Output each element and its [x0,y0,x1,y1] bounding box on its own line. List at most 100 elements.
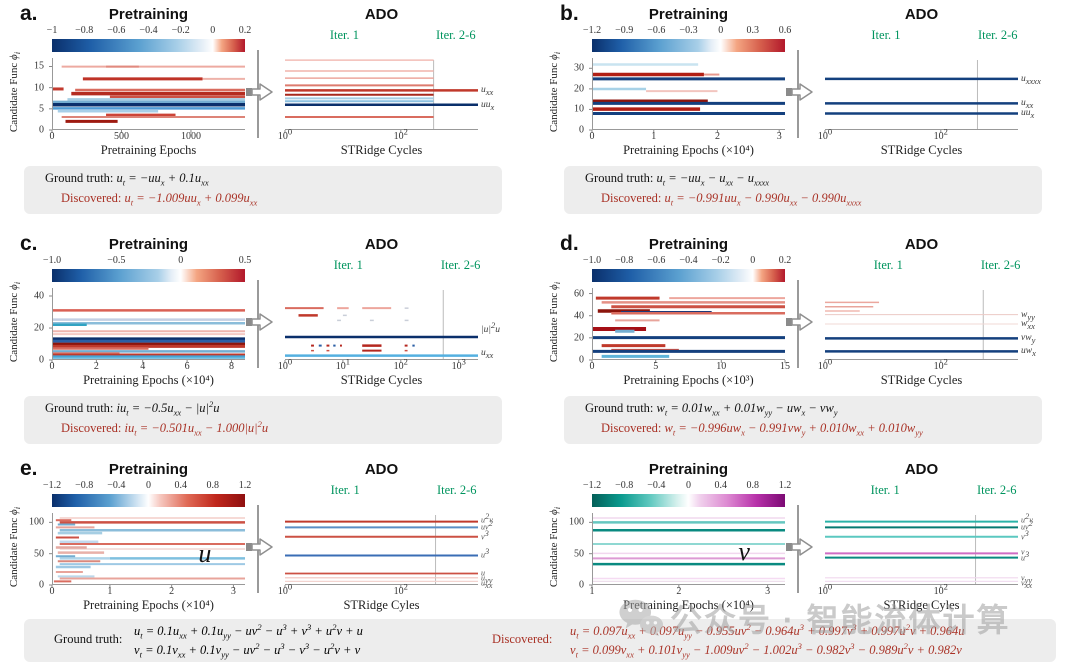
colorbar-tick: −1.0 [42,255,62,266]
iter2-6-label: Iter. 2-6 [436,28,476,42]
ado-x-label: STRidge Cyles [343,598,420,612]
colorbar-tick: 1.2 [238,480,252,491]
ado-term-label: v3 [481,528,489,542]
y-tick: 20 [574,83,584,95]
ado-term-label: vwy [1021,333,1036,346]
x-tick: 100 [817,126,833,142]
y-tick: 40 [574,310,584,322]
ado-line-labels: |u|2u uxx [481,288,539,360]
discovered-label: Discovered: [492,632,553,646]
y-tick: 20 [574,332,584,344]
ado-term-label: uux [481,99,495,112]
iter1-label: Iter. 1 [870,483,900,497]
colorbar-tick: −0.8 [615,480,634,491]
ado-plot [824,515,1018,588]
colorbar-tick-labels: −1 −0.8 −0.6 −0.4 −0.2 0 0.2 [47,25,252,37]
x-tick: 100 [817,356,833,372]
ground-truth-label: Ground truth: [54,632,123,646]
ado-term-label: wyy [1021,309,1035,322]
pretraining-x-label: Pretraining Epochs (×10⁴) [623,143,754,157]
iter2-6-label: Iter. 2-6 [976,483,1017,497]
pretraining-title: Pretraining [648,6,729,23]
pretraining-heatmap [49,513,245,588]
x-tick: 10 [716,361,727,372]
pretraining-x-label: Pretraining Epochs (×10³) [623,373,754,387]
y-tick: 0 [39,354,44,366]
panel-letter: c. [20,232,38,255]
discovered-equation: Discovered: ut = −0.991uux − 0.990uxx − … [601,191,862,208]
iter1-label: Iter. 1 [333,258,363,272]
colorbar [52,494,245,507]
ado-line-labels: uxx uux [481,58,539,130]
ado-term-label: v3 [1021,528,1029,542]
x-tick: 100 [277,581,293,597]
y-tick: 60 [574,288,584,300]
y-tick: 30 [574,62,584,74]
pretraining-x-ticks: 0 2 4 6 8 [50,361,245,373]
pretraining-heatmap [589,58,785,133]
ado-x-ticks: 100 101 102 103 [278,356,478,373]
colorbar-tick: −0.8 [615,255,634,266]
ado-x-label: STRidge Cycles [880,143,963,157]
ado-term-label: uyy [481,573,493,585]
pretraining-heatmap [589,288,786,363]
colorbar-tick: −0.4 [107,480,126,491]
colorbar-tick: 0.4 [174,480,187,491]
colorbar-tick: 0.2 [778,255,792,266]
colorbar-tick: 1.2 [778,480,792,491]
colorbar-tick: 0 [210,25,216,36]
x-tick: 2 [676,586,682,597]
x-tick: 0 [49,586,55,597]
colorbar [592,39,785,52]
x-tick: 0 [589,131,595,142]
pretraining-title: Pretraining [108,461,189,478]
colorbar-tick: −1.2 [42,480,62,491]
ado-term-label: vyy [1021,573,1033,585]
pretraining-x-label: Pretraining Epochs [100,143,197,157]
ado-term-label: uwx [1021,346,1036,359]
pretraining-title: Pretraining [648,236,729,253]
ado-term-label: uv2 [481,518,493,532]
x-tick: 8 [228,361,234,372]
ado-term-label: u [481,568,485,578]
ground-truth-equation: Ground truth: wt = 0.01wxx + 0.01wyy − u… [585,401,838,418]
pretraining-x-ticks: 0 5 10 15 [590,361,791,373]
colorbar-tick: 0.2 [238,25,252,36]
x-tick: 3 [230,586,236,597]
x-tick: 15 [780,361,790,372]
x-tick: 3 [765,586,771,597]
ground-truth-equation: Ground truth: ut = −uux − uxx − uxxxx [585,171,770,188]
x-tick: 1000 [180,131,201,142]
ado-x-label: STRidge Cyles [883,598,960,612]
pretraining-x-ticks: 1 2 3 [589,586,785,598]
iter1-label: Iter. 1 [871,28,901,42]
ado-x-label: STRidge Cycles [340,143,423,157]
pretraining-x-ticks: 0 1 2 3 [49,586,245,598]
x-tick: 2 [714,131,720,142]
ado-plot [284,59,478,133]
ado-term-label: wxx [1021,319,1035,331]
ado-title: ADO [904,461,939,478]
ado-term-label: u2v [1021,511,1033,525]
colorbar-tick: −1.2 [582,25,602,36]
panel-letter: e. [20,457,38,480]
ado-plot [824,60,1018,133]
figure-panel: d. Pretraining −1.0 −0.8 −0.6 −0.4 −0.2 0 0.2 … [540,230,1080,460]
y-axis-ticks: 0 20 40 [18,288,48,365]
colorbar [52,269,245,282]
x-tick: 102 [933,356,948,372]
panel-letter: a. [20,2,38,25]
ado-term-label: |u|2u [481,319,500,335]
ado-term-label: uxx [481,85,494,98]
x-tick: 102 [393,356,408,372]
ado-x-ticks: 100 102 [818,582,1018,598]
y-tick: 0 [39,124,44,136]
y-tick: 10 [34,82,44,94]
colorbar [592,494,785,507]
x-tick: 1 [589,586,595,597]
pretraining-heatmap [589,513,785,588]
ado-line-labels: u2v uv2 v3 u3 u uyy uxx [481,512,539,589]
pretraining-x-ticks: 0 1 2 3 [589,131,785,143]
ado-term-label: u3 [481,546,490,560]
